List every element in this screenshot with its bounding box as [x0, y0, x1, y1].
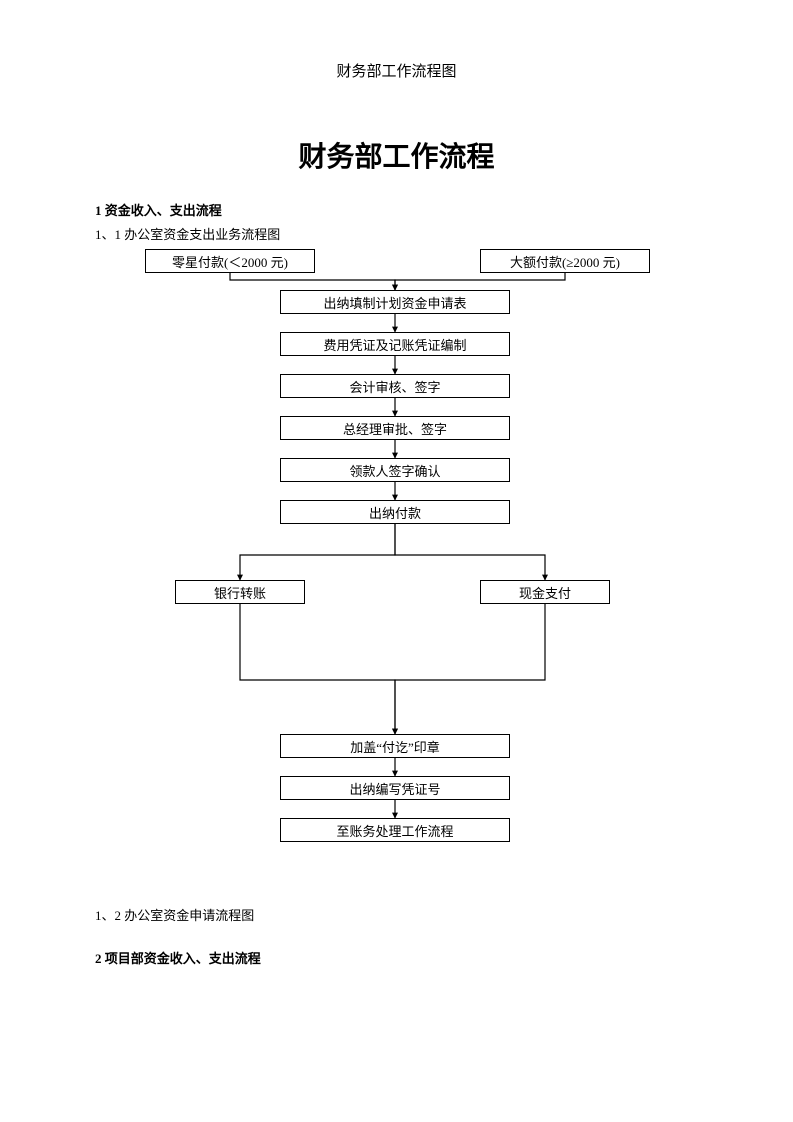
flowchart-node-n8: 出纳付款	[280, 500, 510, 524]
flowchart-node-n10: 现金支付	[480, 580, 610, 604]
flowchart-edge-n9-n11	[240, 604, 395, 734]
section-heading-1-1: 1、1 办公室资金支出业务流程图	[95, 224, 280, 243]
page-main-title: 财务部工作流程	[0, 135, 793, 175]
page-header-title: 财务部工作流程图	[0, 60, 793, 81]
flowchart-node-n1: 零星付款(＜2000 元)	[145, 249, 315, 273]
section-heading-2: 2 项目部资金收入、支出流程	[95, 948, 261, 967]
flowchart-edge-n1-n3	[230, 273, 395, 290]
flowchart-edge-n2-n3	[395, 273, 565, 290]
flowchart-node-n2: 大额付款(≥2000 元)	[480, 249, 650, 273]
flowchart-node-n3: 出纳填制计划资金申请表	[280, 290, 510, 314]
section-heading-1-2: 1、2 办公室资金申请流程图	[95, 905, 254, 924]
flowchart-edge-n10-n11	[395, 604, 545, 734]
flowchart-node-n7: 领款人签字确认	[280, 458, 510, 482]
flowchart-edge-n8-n9	[240, 524, 395, 580]
section-heading-1: 1 资金收入、支出流程	[95, 200, 222, 219]
flowchart-edge-n8-n10	[395, 524, 545, 580]
flowchart-node-n4: 费用凭证及记账凭证编制	[280, 332, 510, 356]
flowchart-node-n9: 银行转账	[175, 580, 305, 604]
flowchart-node-n6: 总经理审批、签字	[280, 416, 510, 440]
flowchart-node-n12: 出纳编写凭证号	[280, 776, 510, 800]
page: 财务部工作流程图 财务部工作流程 1 资金收入、支出流程 1、1 办公室资金支出…	[0, 0, 793, 1122]
flowchart-node-n13: 至账务处理工作流程	[280, 818, 510, 842]
flowchart-node-n11: 加盖“付讫”印章	[280, 734, 510, 758]
flowchart-node-n5: 会计审核、签字	[280, 374, 510, 398]
